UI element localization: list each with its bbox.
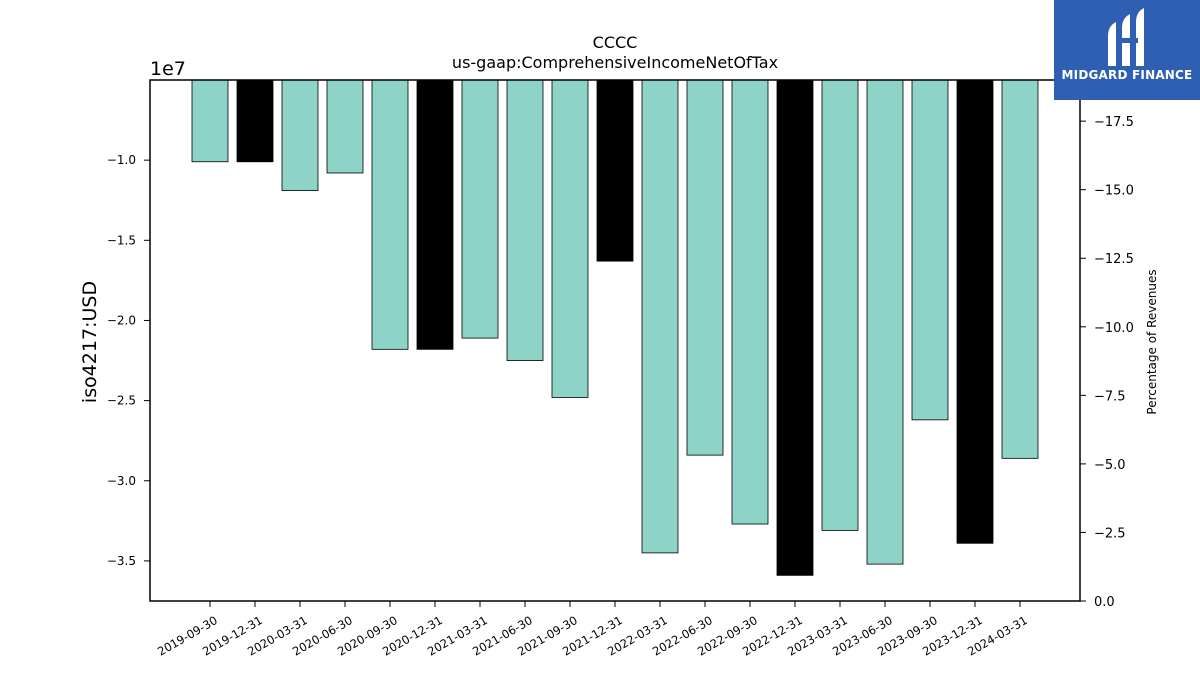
y2-tick-label: −15.0 <box>1094 184 1134 199</box>
bars-group <box>191 79 1039 576</box>
bar-2021-09-30 <box>551 79 589 398</box>
y-tick-label: −3.0 <box>107 474 136 488</box>
y-tick-label: −2.5 <box>107 394 136 408</box>
bar-2023-03-31 <box>821 79 859 531</box>
y2-tick-label: 0.0 <box>1094 595 1115 610</box>
bar-2019-12-31 <box>236 79 274 163</box>
bar-2023-12-31 <box>956 79 994 544</box>
y-tick-label: −1.0 <box>107 153 136 167</box>
x-axis-ticks: 2019-09-302019-12-312020-03-312020-06-30… <box>155 601 1030 659</box>
y2-tick-label: −7.5 <box>1094 389 1126 404</box>
y-axis-label: iso4217:USD <box>79 281 101 403</box>
y2-tick-label: −12.5 <box>1094 252 1134 267</box>
y2-tick-label: −2.5 <box>1094 526 1126 541</box>
brand-logo-text: MIDGARD FINANCE <box>1061 68 1193 82</box>
y2-tick-label: −17.5 <box>1094 115 1134 130</box>
bar-2021-03-31 <box>461 79 499 339</box>
bar-2020-03-31 <box>281 79 319 192</box>
bar-2023-09-30 <box>911 79 949 421</box>
y-axis-ticks: −1.0 −1.5 −2.0 −2.5 −3.0 −3.5 <box>107 153 150 568</box>
y-axis-offset-label: 1e7 <box>150 58 186 80</box>
midgard-logo-icon <box>1108 8 1144 66</box>
bar-2022-12-31 <box>776 79 814 576</box>
bar-2020-12-31 <box>416 79 454 350</box>
y2-tick-label: −10.0 <box>1094 321 1134 336</box>
bar-2021-06-30 <box>506 79 544 361</box>
chart-title: CCCC <box>593 33 638 52</box>
bar-2019-09-30 <box>191 79 229 163</box>
secondary-y-axis-label: Percentage of Revenues <box>1145 269 1159 414</box>
chart-subtitle: us-gaap:ComprehensiveIncomeNetOfTax <box>452 53 778 72</box>
plot-frame <box>149 79 1081 602</box>
y-tick-label: −1.5 <box>107 233 136 247</box>
y2-tick-label: −5.0 <box>1094 458 1126 473</box>
bar-2022-03-31 <box>641 79 679 554</box>
bar-2024-03-31 <box>1001 79 1039 459</box>
bar-2022-09-30 <box>731 79 769 525</box>
bar-2020-09-30 <box>371 79 409 350</box>
bar-2021-12-31 <box>596 79 634 262</box>
brand-logo: MIDGARD FINANCE <box>1054 0 1200 100</box>
bar-2020-06-30 <box>326 79 364 174</box>
y-tick-label: −2.0 <box>107 313 136 327</box>
bar-2023-06-30 <box>866 79 904 565</box>
secondary-y-axis-ticks: −17.5 −15.0 −12.5 −10.0 −7.5 −5.0 −2.5 0.0 <box>1080 115 1134 610</box>
y-tick-label: −3.5 <box>107 554 136 568</box>
bar-2022-06-30 <box>686 79 724 456</box>
